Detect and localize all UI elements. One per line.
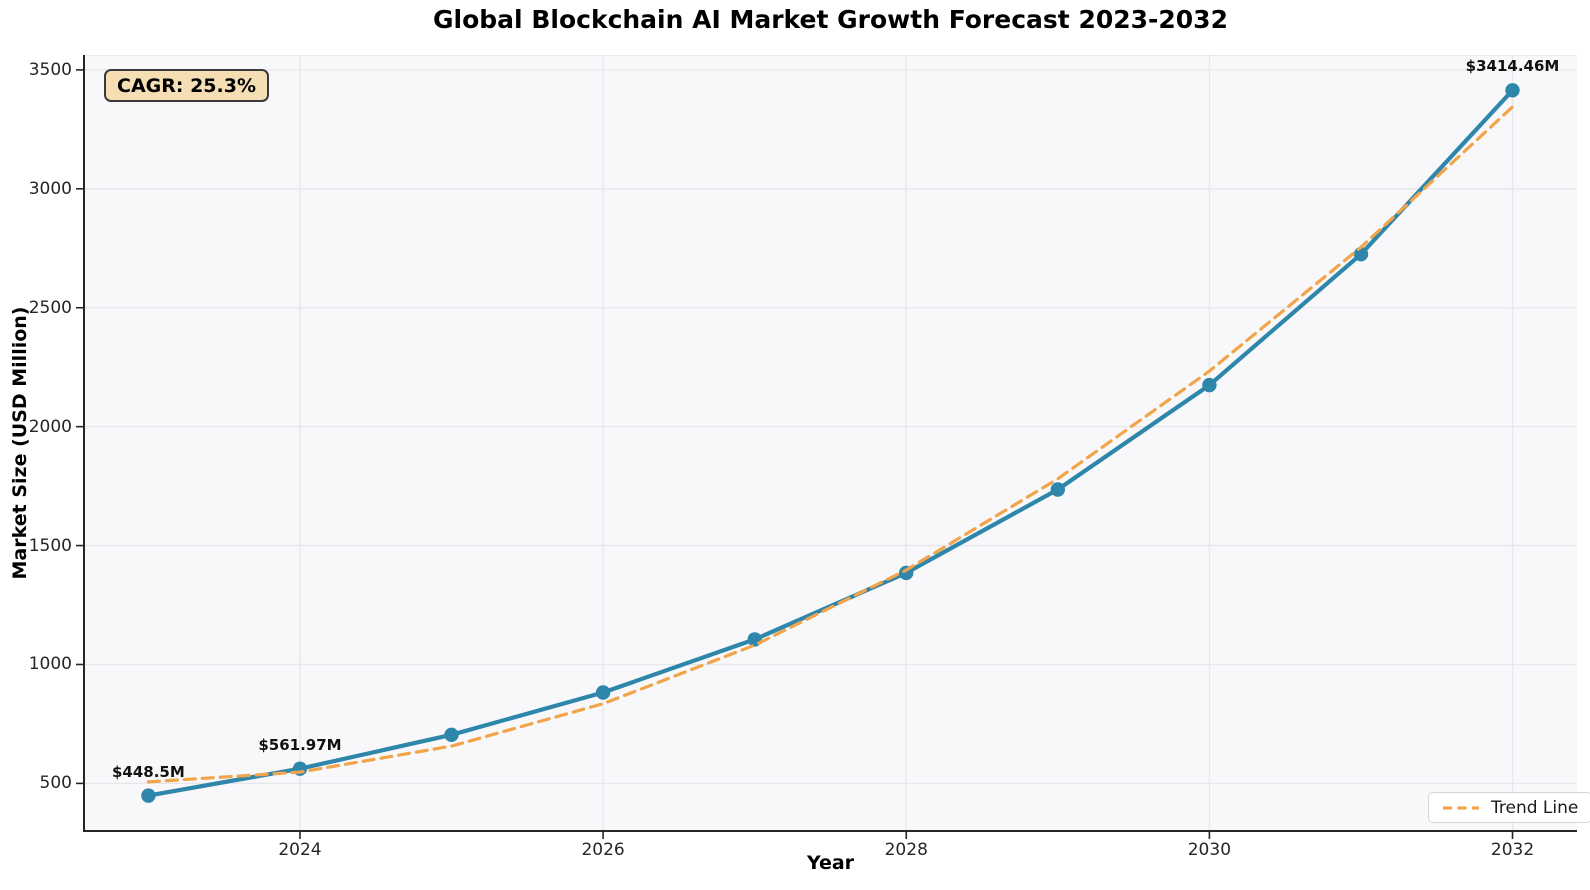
y-tick-label: 500 — [39, 773, 72, 794]
data-point-marker — [595, 685, 611, 700]
data-point-marker — [1050, 482, 1066, 497]
trend-line-line — [146, 105, 1515, 784]
data-point-label: $561.97M — [258, 735, 342, 754]
y-tick-label: 3500 — [28, 59, 72, 80]
legend-label: Trend Line — [1491, 797, 1579, 818]
x-tick-label: 2026 — [581, 840, 625, 860]
legend: Trend Line — [1428, 792, 1590, 823]
x-tick-label: 2030 — [1187, 840, 1232, 860]
y-tick-label: 1500 — [28, 535, 72, 556]
data-point-label: $448.5M — [111, 762, 185, 781]
y-tick-label: 3000 — [28, 178, 72, 199]
y-tick-label: 1000 — [28, 654, 72, 675]
x-tick-label: 2028 — [884, 840, 928, 860]
data-point-marker — [444, 727, 459, 742]
x-tick-label: 2032 — [1490, 840, 1535, 860]
plot-area-background — [84, 55, 1577, 832]
y-tick-label: 2000 — [28, 416, 72, 437]
data-point-marker — [1202, 377, 1217, 393]
data-point-marker — [747, 632, 762, 647]
market-size-line — [146, 88, 1515, 798]
chart-title: Global Blockchain AI Market Growth Forec… — [433, 5, 1228, 34]
x-tick-label: 2024 — [278, 840, 322, 860]
cagr-annotation: CAGR: 25.3% — [104, 69, 270, 102]
trend-line-legend-swatch — [1443, 805, 1479, 810]
data-point-label: $3414.46M — [1465, 57, 1560, 76]
data-point-marker — [1505, 83, 1520, 98]
x-axis-label: Year — [806, 852, 855, 874]
data-point-marker — [1353, 247, 1369, 262]
y-tick-label: 2500 — [28, 297, 72, 318]
data-point-marker — [141, 788, 156, 803]
